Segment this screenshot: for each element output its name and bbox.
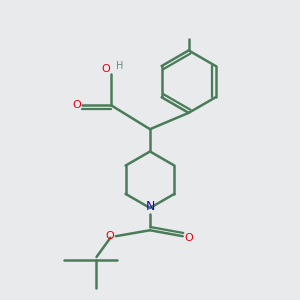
Text: H: H [116, 61, 123, 71]
Text: O: O [185, 233, 194, 243]
Text: N: N [145, 200, 155, 213]
Text: O: O [73, 100, 82, 110]
Text: O: O [102, 64, 110, 74]
Text: O: O [105, 231, 114, 241]
